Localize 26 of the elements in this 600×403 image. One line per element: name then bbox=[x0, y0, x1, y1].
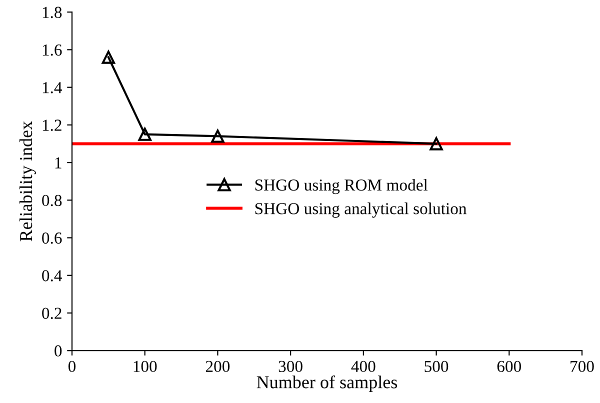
x-tick-label: 200 bbox=[206, 360, 230, 372]
point bbox=[102, 50, 116, 64]
y-tick-label: 0 bbox=[54, 345, 62, 357]
y-tick-label: 0.4 bbox=[42, 270, 62, 282]
x-tick-label: 300 bbox=[278, 360, 302, 372]
y-tick-label: 1.2 bbox=[42, 120, 62, 131]
y-tick-label: 1.6 bbox=[42, 44, 62, 56]
point bbox=[138, 128, 152, 141]
y-tick-label: 1.4 bbox=[42, 82, 62, 94]
x-tick-label: 700 bbox=[570, 360, 594, 372]
y-axis-title: Reliability index bbox=[19, 121, 36, 242]
point bbox=[430, 137, 443, 150]
y-tick-label: 0.8 bbox=[42, 194, 62, 206]
x-tick-label: 400 bbox=[351, 360, 376, 372]
point bbox=[211, 130, 224, 143]
y-tick-label: 1.8 bbox=[42, 6, 62, 18]
x-axis-title: Number of samples bbox=[256, 375, 398, 392]
x-tick-label: 0 bbox=[68, 360, 76, 372]
y-tick-label: 0.6 bbox=[42, 232, 62, 244]
y-tick-label: 1 bbox=[55, 157, 62, 168]
legend-label: SHGO using ROM model bbox=[255, 178, 428, 194]
y-tick-label: 0.2 bbox=[42, 308, 62, 320]
x-tick-label: 100 bbox=[134, 360, 157, 372]
x-tick-label: 600 bbox=[497, 360, 522, 372]
legend-label: SHGO using analytical solution bbox=[255, 202, 467, 218]
x-tick-label: 500 bbox=[424, 360, 448, 372]
